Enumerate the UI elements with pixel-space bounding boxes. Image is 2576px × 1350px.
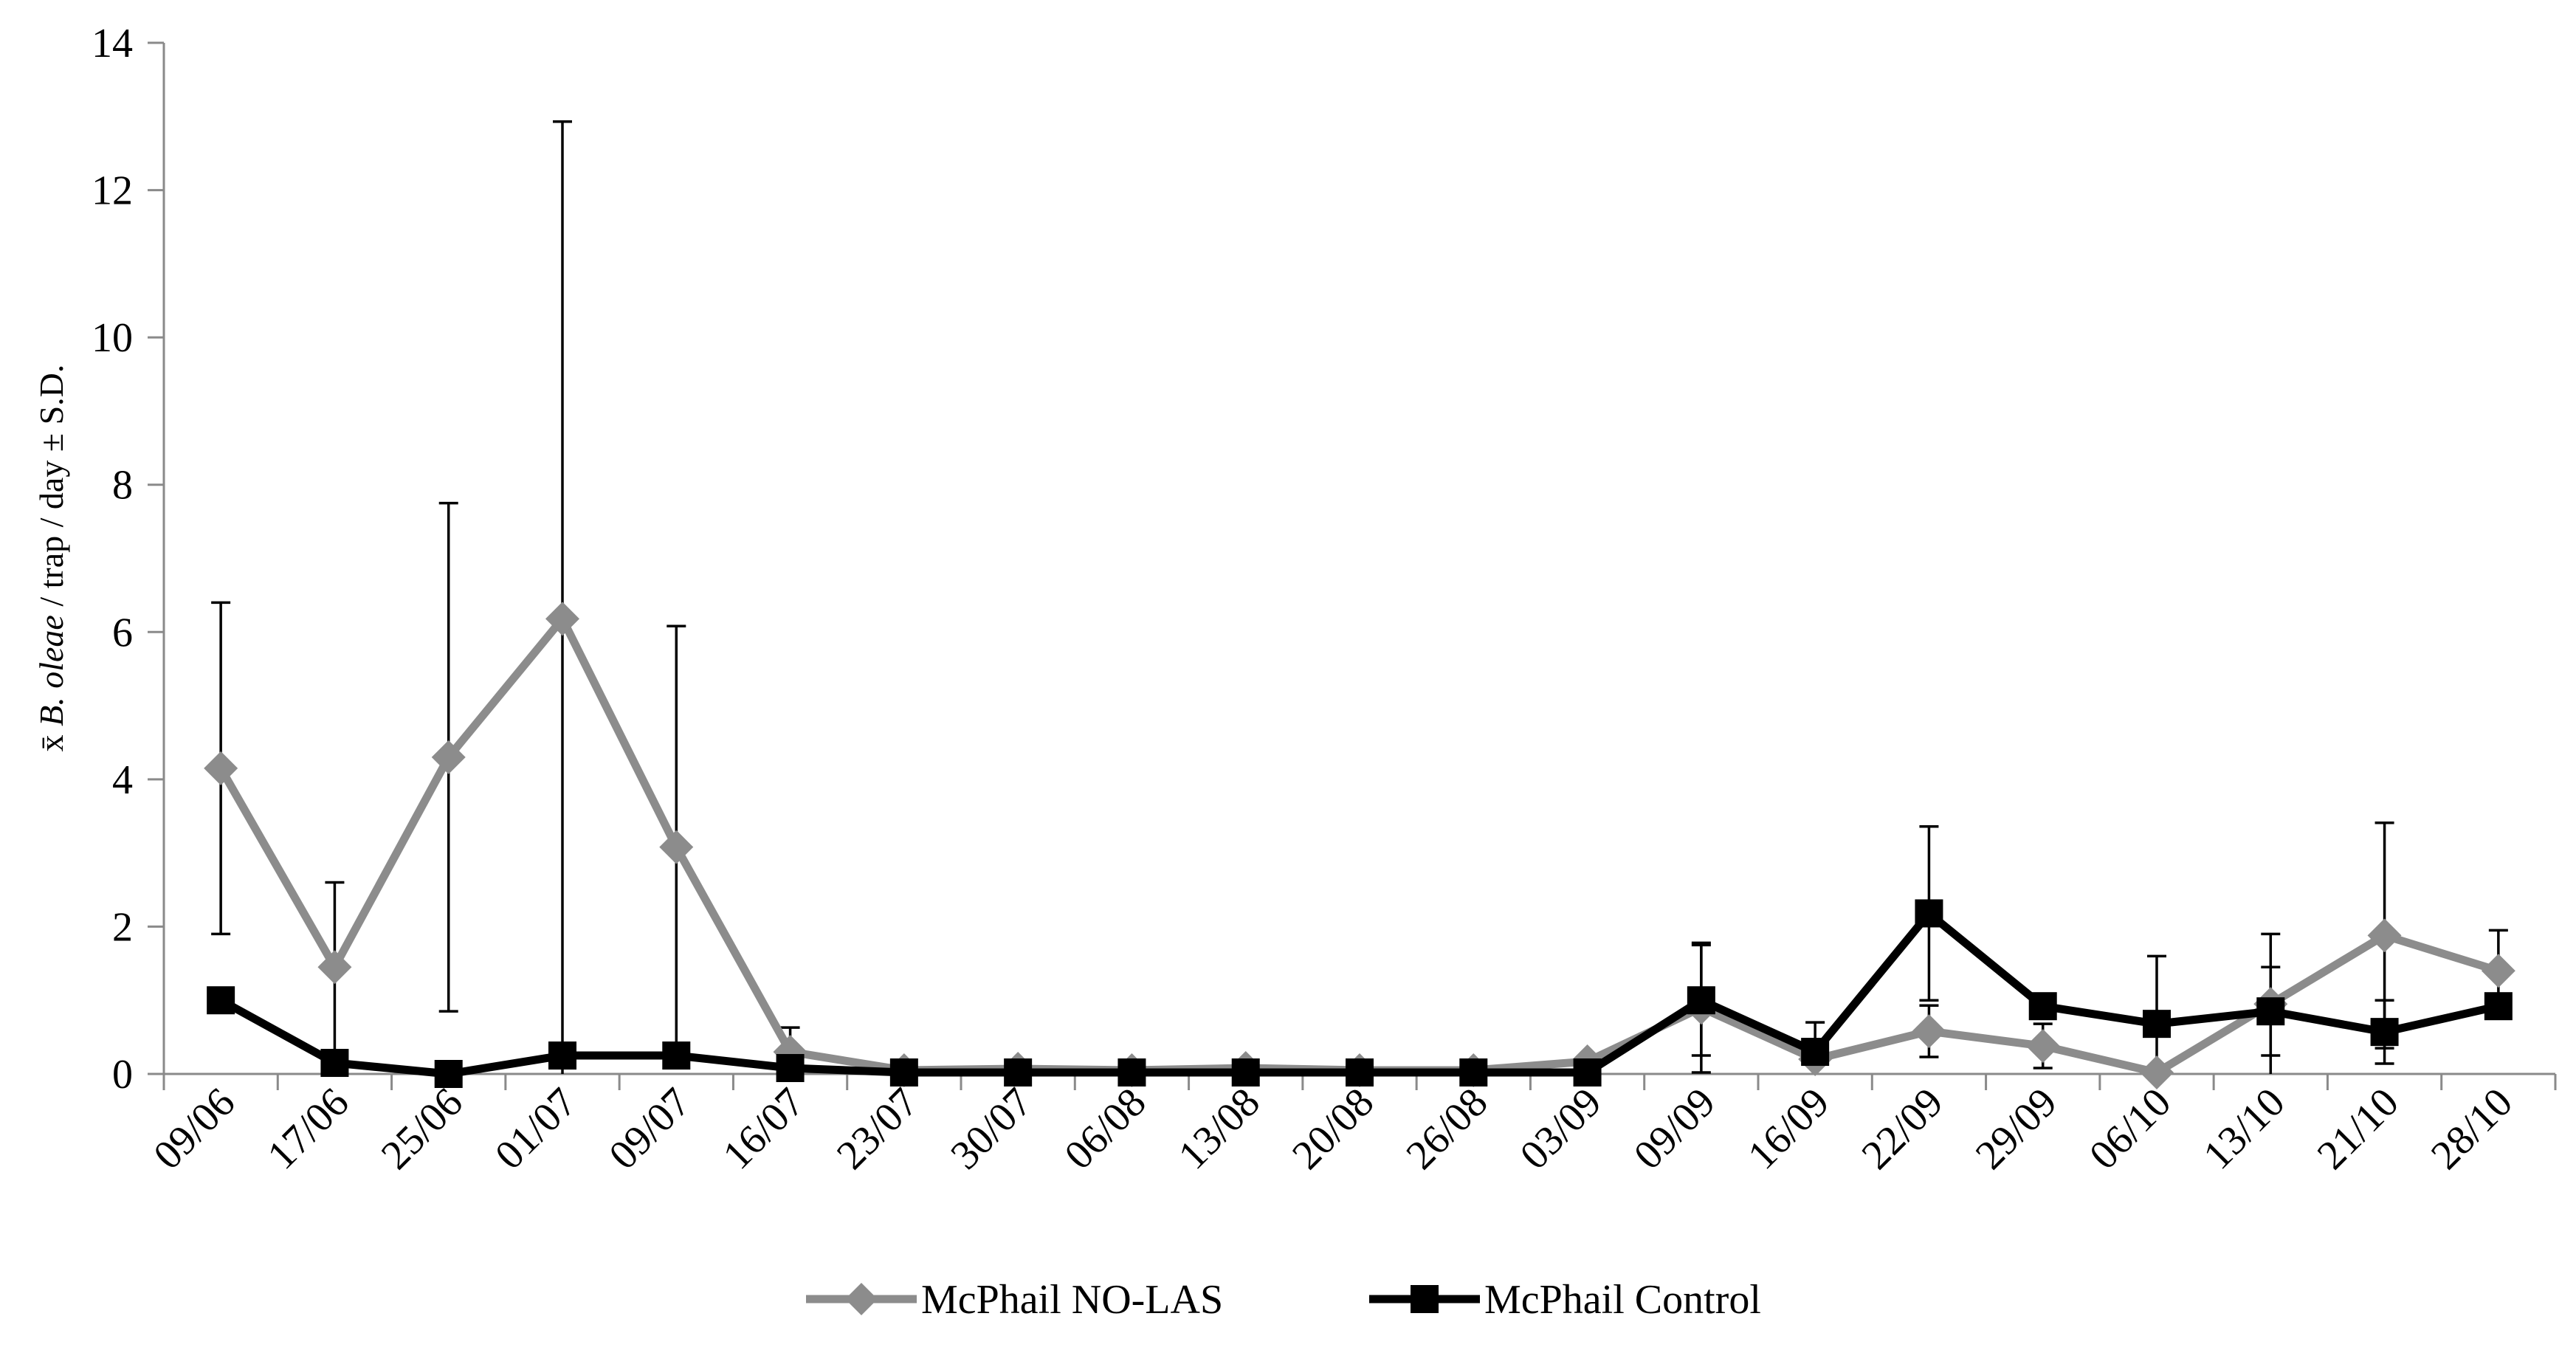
y-axis-label: x̄ B. oleae / trap / day ± S.D. (32, 365, 70, 752)
data-point-control (2028, 992, 2057, 1021)
x-tick-label: 09/09 (1625, 1079, 1724, 1178)
data-point-no-las (2481, 954, 2515, 988)
data-point-no-las (317, 950, 352, 985)
data-point-control (2256, 997, 2285, 1026)
x-tick-label: 30/07 (942, 1079, 1041, 1178)
x-tick-label: 06/10 (2081, 1079, 2180, 1178)
data-point-control (1117, 1058, 1146, 1087)
data-point-control (320, 1049, 349, 1078)
data-point-control (1801, 1038, 1830, 1067)
data-point-no-las (545, 602, 579, 636)
y-axis: 0 2 4 6 8 10 12 14 (92, 21, 165, 1098)
legend-marker-control (1411, 1285, 1439, 1313)
y-axis-label-species: B. oleae (32, 615, 70, 726)
x-tick-label: 20/08 (1284, 1079, 1382, 1178)
x-tick-label: 17/06 (259, 1079, 358, 1178)
data-point-control (2143, 1010, 2171, 1039)
x-tick-label: 22/09 (1853, 1079, 1952, 1178)
x-axis: 09/06 17/06 25/06 01/07 09/07 16/07 23/07 30/07… (145, 1072, 2557, 1178)
x-tick-label: 26/08 (1397, 1079, 1496, 1178)
data-point-control (1573, 1058, 1602, 1087)
data-point-control (1687, 986, 1715, 1015)
data-point-control (434, 1060, 463, 1088)
x-tick-label: 06/08 (1056, 1079, 1155, 1178)
data-point-control (1004, 1058, 1033, 1087)
data-point-no-las (2025, 1029, 2060, 1064)
x-tick-label: 28/10 (2422, 1079, 2521, 1178)
data-point-no-las (2367, 918, 2402, 953)
y-tick-label: 4 (112, 757, 133, 803)
x-tick-label: 25/06 (373, 1079, 472, 1178)
x-tick-label: 23/07 (828, 1079, 927, 1178)
data-point-no-las (2140, 1055, 2174, 1090)
data-point-no-las (431, 740, 466, 774)
error-bars (211, 120, 2508, 1074)
x-tick-label: 13/08 (1170, 1079, 1269, 1178)
data-point-no-las (659, 830, 694, 864)
x-tick-label: 16/07 (714, 1079, 813, 1178)
x-tick-label: 03/09 (1512, 1079, 1611, 1178)
data-point-control (1231, 1058, 1260, 1087)
y-tick-label: 8 (112, 463, 133, 509)
y-tick-label: 14 (92, 21, 133, 66)
y-tick-label: 2 (112, 904, 133, 950)
legend-item-control: McPhail Control (1369, 1277, 1761, 1323)
data-point-no-las (204, 751, 238, 785)
data-point-control (1459, 1058, 1488, 1087)
x-tick-label: 09/06 (145, 1079, 244, 1178)
data-point-control (1915, 899, 1943, 928)
series (204, 602, 2515, 1090)
y-tick-label: 12 (92, 168, 133, 214)
data-point-control (2484, 992, 2513, 1021)
x-tick-label: 21/10 (2309, 1079, 2408, 1178)
y-tick-label: 6 (112, 610, 133, 655)
legend-label-control: McPhail Control (1484, 1277, 1761, 1323)
x-tick-label: 13/10 (2194, 1079, 2293, 1178)
legend-label-no-las: McPhail NO-LAS (921, 1277, 1223, 1323)
legend-marker-no-las (845, 1283, 878, 1315)
data-point-no-las (1912, 1014, 1946, 1049)
data-point-control (2370, 1018, 2399, 1047)
data-point-control (548, 1041, 576, 1070)
legend-item-no-las: McPhail NO-LAS (806, 1277, 1223, 1323)
data-point-control (207, 986, 235, 1015)
data-point-control (662, 1041, 691, 1070)
data-point-control (1346, 1058, 1374, 1087)
x-tick-label: 29/09 (1967, 1079, 2066, 1178)
legend: McPhail NO-LAS McPhail Control (806, 1277, 1761, 1323)
data-point-control (776, 1054, 805, 1083)
y-axis-label-prefix: x̄ (32, 726, 70, 752)
y-ticks: 0 2 4 6 8 10 12 14 (92, 21, 164, 1098)
y-axis-label-suffix: / trap / day ± S.D. (32, 365, 70, 616)
y-tick-label: 0 (112, 1052, 133, 1098)
x-ticks: 09/06 17/06 25/06 01/07 09/07 16/07 23/07 30/07… (145, 1074, 2557, 1178)
x-tick-label: 01/07 (486, 1079, 585, 1178)
data-point-control (889, 1058, 918, 1087)
x-tick-label: 16/09 (1739, 1079, 1838, 1178)
y-tick-label: 10 (92, 315, 133, 361)
x-tick-label: 09/07 (600, 1079, 699, 1178)
